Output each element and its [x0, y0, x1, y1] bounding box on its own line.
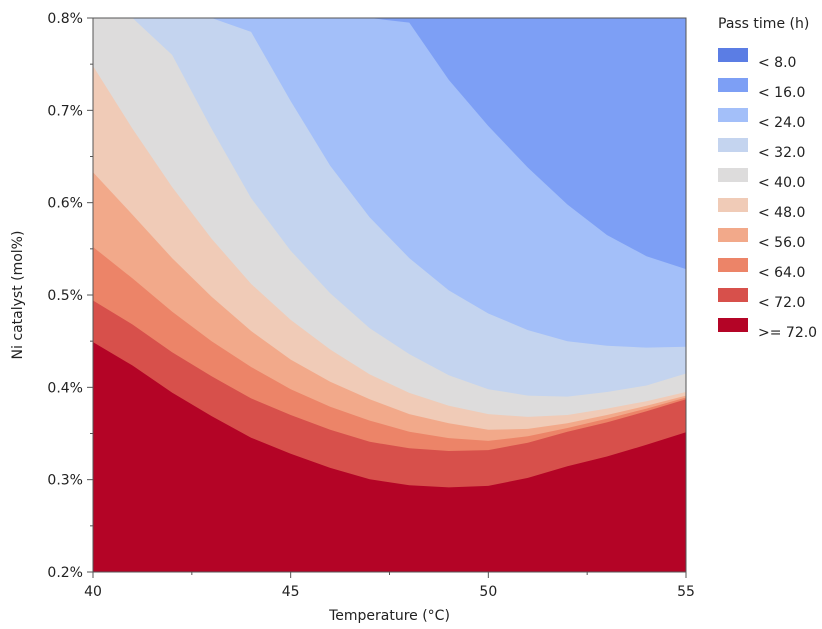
y-tick-label: 0.2% [47, 565, 83, 581]
contour-fills [93, 18, 686, 572]
region-base [93, 342, 686, 572]
legend-label: < 64.0 [758, 265, 805, 281]
legend-swatch [718, 288, 748, 302]
y-tick-label: 0.4% [47, 380, 83, 396]
legend-label: >= 72.0 [758, 325, 817, 341]
legend-label: < 40.0 [758, 175, 805, 191]
legend-label: < 32.0 [758, 145, 805, 161]
legend-swatch [718, 78, 748, 92]
legend-swatch [718, 138, 748, 152]
legend-swatch [718, 318, 748, 332]
x-tick-label: 50 [479, 584, 497, 600]
legend-title: Pass time (h) [718, 16, 809, 32]
y-tick-label: 0.3% [47, 473, 83, 489]
legend: Pass time (h) < 8.0 < 16.0 < 24.0 < 32.0 < 4… [718, 16, 817, 341]
legend-label: < 16.0 [758, 85, 805, 101]
legend-label: < 48.0 [758, 205, 805, 221]
legend-label: < 24.0 [758, 115, 805, 131]
legend-label: < 8.0 [758, 55, 796, 71]
legend-label: < 72.0 [758, 295, 805, 311]
legend-swatch [718, 198, 748, 212]
legend-swatch [718, 168, 748, 182]
x-axis-title: Temperature (°C) [328, 608, 450, 624]
y-tick-label: 0.8% [47, 11, 83, 27]
y-axis-title: Ni catalyst (mol%) [10, 231, 26, 360]
x-axis: 40 45 50 55 [84, 571, 695, 600]
y-tick-label: 0.5% [47, 288, 83, 304]
y-tick-label: 0.6% [47, 196, 83, 212]
y-axis: 0.2% 0.3% 0.4% 0.5% 0.6% 0.7% 0.8% [47, 11, 93, 581]
legend-swatch [718, 48, 748, 62]
legend-swatch [718, 258, 748, 272]
legend-label: < 56.0 [758, 235, 805, 251]
x-tick-label: 40 [84, 584, 102, 600]
x-tick-label: 45 [282, 584, 300, 600]
legend-swatch [718, 108, 748, 122]
x-tick-label: 55 [677, 584, 695, 600]
y-tick-label: 0.7% [47, 103, 83, 119]
legend-swatch [718, 228, 748, 242]
